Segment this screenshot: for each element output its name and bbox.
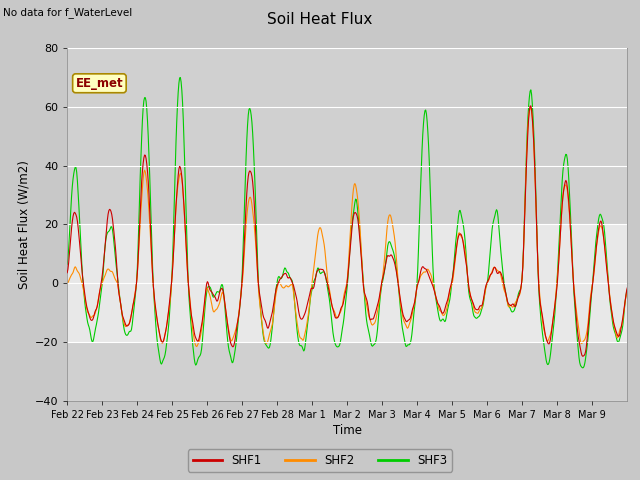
Text: EE_met: EE_met [76,77,124,90]
Bar [67,48,627,224]
Bar [67,342,627,401]
Text: No data for f_WaterLevel: No data for f_WaterLevel [3,7,132,18]
Legend: SHF1, SHF2, SHF3: SHF1, SHF2, SHF3 [188,449,452,472]
Text: Soil Heat Flux: Soil Heat Flux [268,12,372,27]
Y-axis label: Soil Heat Flux (W/m2): Soil Heat Flux (W/m2) [17,160,31,289]
X-axis label: Time: Time [333,424,362,437]
